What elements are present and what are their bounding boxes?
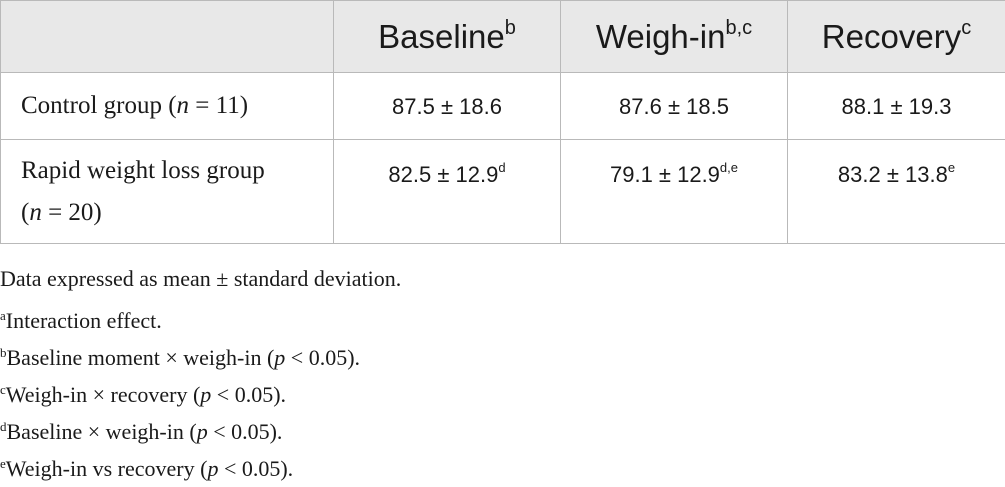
header-cell-weigh-in: Weigh-inb,c [561, 1, 788, 73]
header-label: Recovery [822, 18, 961, 55]
cell-footnote-mark: e [948, 160, 955, 175]
cell-weigh-in: 79.1 ± 12.9d,e [561, 140, 788, 244]
header-footnote-mark: b [505, 17, 516, 39]
p-variable: p [197, 419, 208, 444]
row-label: Rapid weight loss group(n = 20) [1, 140, 334, 244]
cell-baseline: 87.5 ± 18.6 [334, 73, 561, 140]
cell-weigh-in: 87.6 ± 18.5 [561, 73, 788, 140]
header-footnote-mark: b,c [725, 17, 752, 39]
footnote-a: aInteraction effect. [0, 297, 1000, 334]
footnote-d: dBaseline × weigh-in (p < 0.05). [0, 408, 1000, 445]
table-row-control-group: Control group (n = 11) 87.5 ± 18.6 87.6 … [1, 73, 1005, 140]
p-variable: p [200, 382, 211, 407]
p-variable: p [274, 345, 285, 370]
header-label: Weigh-in [596, 18, 726, 55]
results-table: Baselineb Weigh-inb,c Recoveryc Control … [0, 0, 1005, 244]
footnote-c: cWeigh-in × recovery (p < 0.05). [0, 371, 1000, 408]
header-cell-recovery: Recoveryc [788, 1, 1005, 73]
header-footnote-mark: c [961, 17, 971, 39]
cell-footnote-mark: d [498, 160, 505, 175]
n-variable: n [29, 199, 42, 226]
footnote-general: Data expressed as mean ± standard deviat… [0, 260, 1000, 297]
p-variable: p [207, 456, 218, 481]
n-variable: n [177, 92, 190, 119]
header-cell-baseline: Baselineb [334, 1, 561, 73]
cell-baseline: 82.5 ± 12.9d [334, 140, 561, 244]
cell-footnote-mark: d,e [720, 160, 738, 175]
row-label: Control group (n = 11) [1, 73, 334, 140]
table-footnotes: Data expressed as mean ± standard deviat… [0, 260, 1000, 482]
cell-recovery: 88.1 ± 19.3 [788, 73, 1005, 140]
table-row-rapid-weight-loss-group: Rapid weight loss group(n = 20) 82.5 ± 1… [1, 140, 1005, 244]
header-label: Baseline [378, 18, 505, 55]
cell-recovery: 83.2 ± 13.8e [788, 140, 1005, 244]
header-row: Baselineb Weigh-inb,c Recoveryc [1, 1, 1005, 73]
footnote-e: eWeigh-in vs recovery (p < 0.05). [0, 445, 1000, 482]
table-body: Control group (n = 11) 87.5 ± 18.6 87.6 … [1, 73, 1005, 244]
footnote-b: bBaseline moment × weigh-in (p < 0.05). [0, 334, 1000, 371]
table-header: Baselineb Weigh-inb,c Recoveryc [1, 1, 1005, 73]
header-cell-empty [1, 1, 334, 73]
